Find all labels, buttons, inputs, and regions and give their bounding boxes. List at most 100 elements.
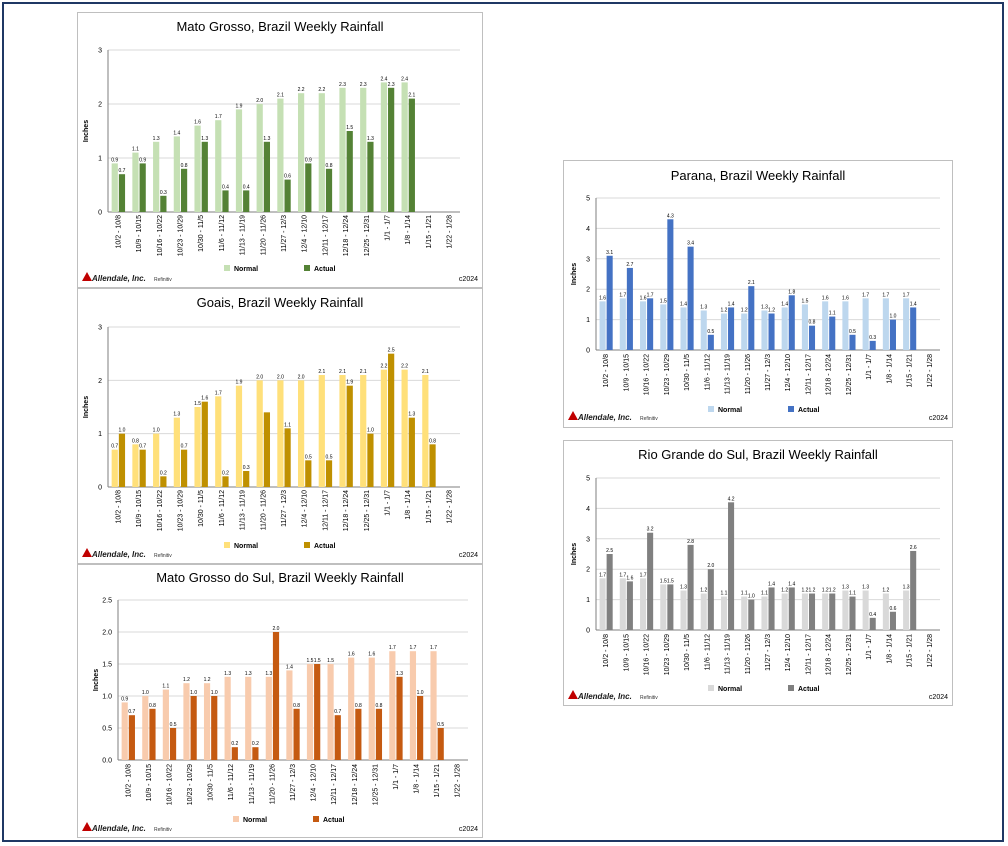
bar-actual [222,476,229,487]
data-label: 1.9 [236,380,243,386]
data-label: 0.3 [869,335,876,341]
y-axis-label: Inches [93,669,100,691]
x-tick-label: 12/25 - 12/31 [364,490,371,531]
x-tick-label: 12/11 - 12/17 [805,354,812,395]
data-label: 1.2 [183,677,190,683]
data-label: 1.5 [307,658,314,664]
data-label: 0.8 [149,703,156,709]
bar-actual [869,617,876,630]
bar-normal [235,385,243,487]
y-tick-label: 1 [586,317,590,324]
bar-normal [409,651,417,760]
y-tick-label: 5 [586,196,590,203]
data-label: 0.7 [334,709,341,715]
bar-normal [599,301,606,350]
x-tick-label: 12/25 - 12/31 [364,215,371,256]
bar-normal [153,433,160,487]
y-tick-label: 0 [98,210,102,217]
data-label: 1.1 [741,591,748,597]
data-label: 1.3 [761,304,768,310]
bar-normal [306,664,314,760]
bar-normal [203,683,211,760]
bar-normal [380,369,388,487]
bar-normal [619,298,626,350]
bar-actual [375,708,383,760]
bar-normal [327,664,334,760]
legend-label-normal: Normal [234,543,258,550]
data-label: 1.0 [417,690,424,696]
bar-actual [139,163,146,212]
data-label: 1.5 [667,578,674,584]
data-label: 1.7 [619,572,626,578]
bar-normal [277,380,284,487]
x-tick-label: 12/18 - 12/24 [826,354,833,395]
x-tick-label: 11/20 - 11/26 [745,354,752,394]
bar-normal [173,417,180,487]
data-label: 0.9 [305,157,312,163]
bar-normal [903,298,910,350]
data-label: 1.3 [367,136,374,142]
bar-normal [348,657,355,760]
bar-actual [367,433,374,487]
bar-actual [849,334,856,350]
data-label: 0.4 [869,612,876,618]
x-tick-label: 12/4 - 12/10 [302,490,309,527]
bar-actual [346,131,353,212]
data-label: 1.2 [768,308,775,314]
x-tick-label: 10/2 - 10/8 [603,354,610,388]
x-tick-label: 12/18 - 12/24 [826,634,833,675]
bar-normal [224,676,231,760]
data-label: 1.5 [194,401,201,407]
data-label: 0.5 [305,454,312,460]
bar-actual [211,696,218,760]
x-tick-label: 11/20 - 11/26 [269,764,276,804]
bar-actual [768,313,775,350]
data-label: 1.3 [842,584,849,590]
data-label: 1.2 [721,308,728,314]
x-tick-label: 10/23 - 10/29 [664,354,671,395]
data-label: 2.2 [318,87,325,93]
bar-normal [235,109,243,212]
bar-normal [256,380,263,487]
x-tick-label: 10/16 - 10/22 [157,215,164,256]
x-tick-label: 11/13 - 11/19 [725,634,732,674]
bar-actual [869,340,876,350]
bar-normal [360,87,367,212]
x-tick-label: 11/6 - 11/12 [219,215,226,251]
y-tick-label: 5 [586,476,590,483]
x-tick-label: 1/22 - 1/28 [927,634,934,668]
bar-normal [360,375,367,487]
x-tick-label: 1/15 - 1/21 [907,634,914,668]
y-tick-label: 2.5 [102,598,112,605]
x-tick-label: 10/30 - 11/5 [684,354,691,391]
x-tick-label: 10/30 - 11/5 [684,634,691,671]
y-tick-label: 4 [586,226,590,233]
y-axis-label: Inches [571,263,578,285]
data-label: 1.7 [619,292,626,298]
data-label: 1.0 [889,314,896,320]
data-label: 0.7 [139,444,146,450]
data-label: 1.1 [849,591,856,597]
x-tick-label: 1/8 - 1/14 [886,354,893,384]
bar-actual [139,449,146,487]
bar-normal [761,596,768,630]
bar-actual [118,174,126,212]
bar-actual [160,195,167,212]
chart-title: Rio Grande do Sul, Brazil Weekly Rainfal… [638,447,878,462]
chart-title: Goais, Brazil Weekly Rainfall [197,295,364,310]
data-label: 1.4 [173,130,180,136]
bar-actual [325,168,333,212]
bar-normal [153,141,160,212]
legend-label-normal: Normal [718,407,742,414]
bar-actual [243,190,250,212]
x-tick-label: 11/20 - 11/26 [745,634,752,674]
y-tick-label: 3 [98,48,102,55]
bar-normal [660,304,667,350]
bar-normal [215,396,222,487]
bar-normal [265,676,272,760]
x-tick-label: 10/23 - 10/29 [187,764,194,805]
bar-actual [388,353,395,487]
bar-actual [829,316,836,350]
data-label: 0.5 [437,722,444,728]
data-label: 1.7 [599,572,606,578]
